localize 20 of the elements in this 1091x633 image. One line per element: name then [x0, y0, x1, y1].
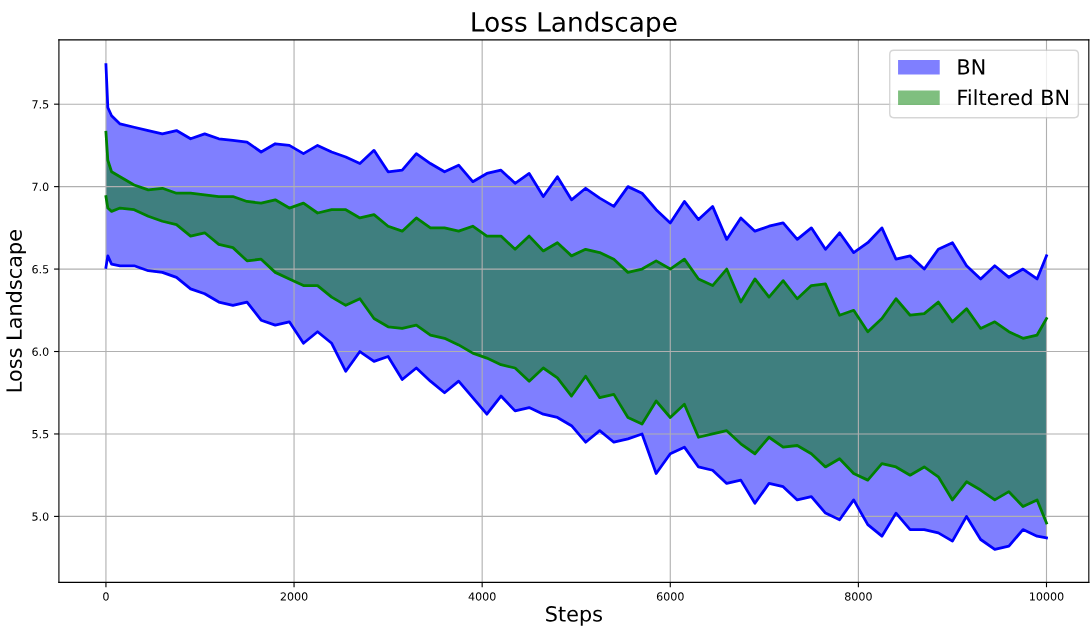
line-series	[104, 130, 1048, 340]
x-tick-label: 2000	[280, 592, 308, 601]
y-tick-label: 6.5	[32, 265, 49, 274]
x-tick-label: 6000	[656, 592, 684, 601]
x-tick-label: 4000	[468, 592, 496, 601]
x-tick-label: 8000	[845, 592, 872, 601]
line-series	[104, 254, 1048, 551]
chart-title: Loss Landscape	[472, 11, 677, 38]
y-tick-label: 7.5	[32, 100, 49, 109]
y-tick-label: 5.0	[32, 512, 49, 521]
x-tick-label: 0	[103, 592, 109, 601]
y-tick-label: 6.0	[32, 347, 49, 356]
x-tick-label: 10000	[1030, 592, 1064, 601]
x-axis-title: Steps	[546, 605, 602, 626]
legend-label: BN	[958, 59, 985, 75]
line-series	[104, 195, 1048, 525]
y-tick-label: 5.5	[32, 430, 49, 439]
y-axis-title: Loss Landscape	[5, 230, 26, 392]
legend-label: Filtered BN	[958, 89, 1069, 106]
y-tick-label: 7.0	[32, 182, 49, 192]
